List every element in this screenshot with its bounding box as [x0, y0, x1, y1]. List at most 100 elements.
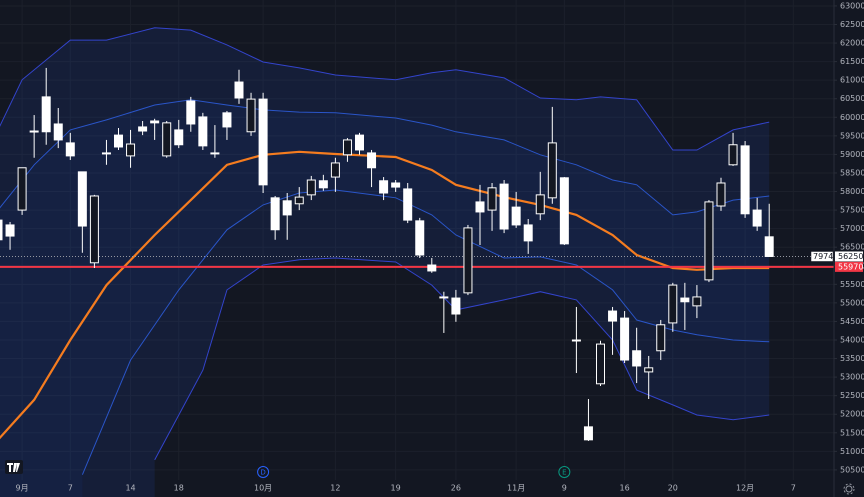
- candle-body: [487, 187, 497, 211]
- y-tick-label: 54500: [840, 317, 864, 326]
- settings-icon[interactable]: [843, 483, 855, 495]
- x-tick-label: 14: [125, 484, 135, 493]
- candle-body: [668, 284, 678, 324]
- y-tick-label: 52000: [840, 410, 864, 419]
- candle-body: [330, 162, 340, 178]
- candle-body: [270, 197, 280, 231]
- candle-body: [391, 182, 401, 188]
- x-tick-label: 7: [791, 484, 796, 493]
- candle-body: [704, 201, 714, 281]
- y-tick-label: 50500: [840, 465, 864, 474]
- candle-body: [620, 317, 630, 361]
- candle-body: [138, 126, 148, 132]
- y-tick-label: 60500: [840, 94, 864, 103]
- y-tick-label: 63000: [840, 1, 864, 10]
- candle-body: [29, 130, 39, 133]
- y-tick-label: 62000: [840, 39, 864, 48]
- y-tick-label: 58500: [840, 168, 864, 177]
- candle-body: [114, 134, 123, 148]
- y-tick-label: 61500: [840, 57, 864, 66]
- price-tag: 7974: [813, 252, 833, 261]
- candle-body: [656, 324, 666, 352]
- y-tick-label: 61000: [840, 76, 864, 85]
- y-tick-label: 55500: [840, 280, 864, 289]
- candle-body: [596, 343, 605, 385]
- candle-body: [65, 142, 75, 157]
- candle-body: [692, 296, 702, 307]
- candle-body: [475, 201, 485, 213]
- price-label-box: [835, 251, 863, 262]
- candle-body: [559, 177, 569, 245]
- axis: 63000 62500 62000 61500 61000 60500 60000 59500…: [16, 1, 864, 492]
- candle-body: [258, 98, 268, 186]
- price-label: 56250: [838, 252, 863, 261]
- y-tick-label: 58000: [840, 187, 864, 196]
- candle-body: [294, 196, 304, 205]
- price-label-box: [835, 261, 863, 272]
- candle-body: [523, 224, 533, 242]
- candle-body: [608, 310, 618, 322]
- candle-body: [403, 188, 413, 221]
- candle-body: [379, 180, 389, 194]
- candle-body: [77, 171, 87, 227]
- candle-body: [764, 236, 774, 257]
- candle-body: [282, 200, 292, 216]
- candle-body: [5, 224, 15, 237]
- candle-body: [101, 152, 111, 155]
- candle-body: [427, 264, 437, 272]
- candle-body: [342, 139, 352, 156]
- logo: [5, 460, 23, 474]
- candle-body: [150, 120, 160, 124]
- candle-body: [17, 167, 27, 211]
- candle-body: [174, 129, 184, 146]
- indicator-line: [0, 150, 770, 440]
- candle-body: [547, 142, 557, 199]
- x-tick-label: 9: [562, 484, 567, 493]
- candle-body: [583, 426, 593, 441]
- y-tick-label: 53000: [840, 373, 864, 382]
- event-marker: [558, 466, 571, 478]
- x-tick-label: 26: [451, 484, 461, 493]
- y-tick-label: 59000: [840, 150, 864, 159]
- x-tick-label: 16: [620, 484, 630, 493]
- candle-body: [644, 367, 654, 373]
- x-tick-label: 18: [174, 484, 184, 493]
- candle-body: [680, 297, 690, 303]
- candle-body: [752, 209, 762, 227]
- y-tick-label: 53500: [840, 354, 864, 363]
- candle-body: [53, 123, 63, 141]
- candle-body: [89, 195, 99, 264]
- y-tick-label: 56500: [840, 243, 864, 252]
- x-tick-label: 7: [68, 484, 73, 493]
- x-tick-label: 11月: [507, 484, 525, 493]
- candle-body: [318, 180, 328, 189]
- y-tick-label: 51500: [840, 428, 864, 437]
- price-tag-box: [810, 251, 834, 262]
- indicator-line: [0, 99, 770, 216]
- event-marker-label: D: [260, 469, 265, 477]
- candle-body: [535, 194, 545, 215]
- x-tick-label: 9月: [16, 484, 29, 493]
- y-tick-label: 57500: [840, 206, 864, 215]
- candle-body: [571, 339, 581, 342]
- y-tick-label: 60000: [840, 113, 864, 122]
- candle-body: [222, 112, 232, 128]
- candle-body: [186, 100, 196, 125]
- candle-body: [511, 206, 521, 226]
- x-tick-label: 10月: [254, 484, 272, 493]
- x-tick-label: 19: [391, 484, 401, 493]
- y-tick-label: 62500: [840, 20, 864, 29]
- candle-body: [41, 96, 51, 133]
- x-tick-label: 12月: [736, 484, 754, 493]
- plot: [0, 67, 834, 441]
- indicator-line: [0, 27, 770, 151]
- candle-body: [0, 219, 3, 241]
- candle-body: [632, 350, 642, 367]
- y-tick-label: 59500: [840, 131, 864, 140]
- y-tick-label: 54000: [840, 335, 864, 344]
- candle-body: [728, 144, 738, 166]
- candle-body: [367, 152, 377, 169]
- candle-body: [499, 183, 509, 230]
- candle-body: [716, 182, 726, 207]
